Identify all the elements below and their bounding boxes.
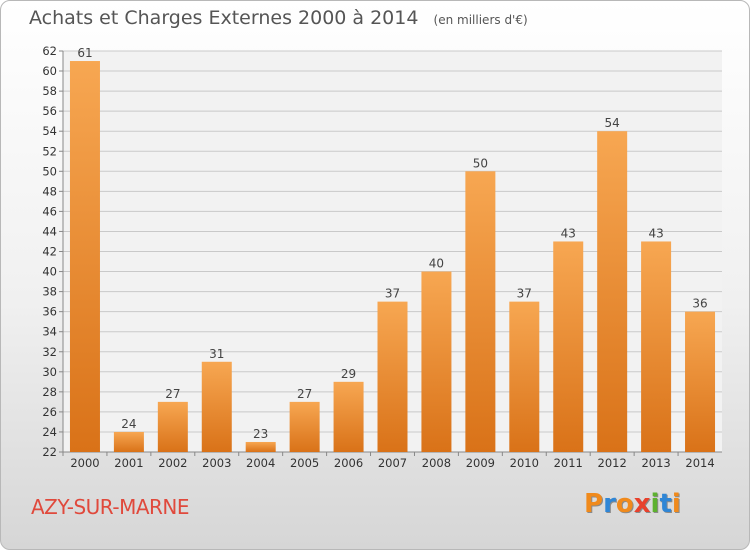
data-label-2003: 31 <box>209 347 224 361</box>
logo-letter: o <box>615 489 634 519</box>
y-tick-label: 60 <box>42 64 57 78</box>
bar-2011 <box>553 241 584 452</box>
y-tick-label: 42 <box>42 245 57 259</box>
x-tick-label-2008: 2008 <box>422 456 451 470</box>
y-tick-label: 38 <box>42 285 57 299</box>
data-label-2009: 50 <box>473 156 488 170</box>
chart-title-main: Achats et Charges Externes 2000 à 2014 <box>29 7 419 29</box>
x-tick-label-2005: 2005 <box>290 456 319 470</box>
logo-letter: i <box>671 489 681 519</box>
y-tick-label: 40 <box>42 265 57 279</box>
y-tick-label: 36 <box>42 305 57 319</box>
data-label-2012: 54 <box>605 116 620 130</box>
x-tick-label-2003: 2003 <box>202 456 231 470</box>
y-tick-label: 50 <box>42 164 57 178</box>
data-label-2001: 24 <box>121 417 136 431</box>
y-tick-label: 28 <box>42 385 57 399</box>
y-tick-label: 58 <box>42 84 57 98</box>
bar-2012 <box>597 131 628 452</box>
x-tick-label-2010: 2010 <box>510 456 539 470</box>
x-tick-label-2007: 2007 <box>378 456 407 470</box>
y-tick-label: 56 <box>42 104 57 118</box>
bar-2005 <box>289 401 320 452</box>
logo-letter: P <box>584 489 604 519</box>
y-tick-label: 54 <box>42 124 57 138</box>
x-tick-label-2011: 2011 <box>554 456 583 470</box>
bar-2008 <box>421 271 452 452</box>
logo-letter: x <box>633 489 651 519</box>
x-tick-label-2001: 2001 <box>114 456 143 470</box>
y-tick-label: 22 <box>42 445 57 459</box>
x-tick-label-2009: 2009 <box>466 456 495 470</box>
data-label-2011: 43 <box>561 226 576 240</box>
y-tick-label: 44 <box>42 224 57 238</box>
data-label-2013: 43 <box>648 226 663 240</box>
y-tick-label: 48 <box>42 184 57 198</box>
y-tick-label: 32 <box>42 345 57 359</box>
bar-2007 <box>377 301 408 452</box>
data-label-2007: 37 <box>385 287 400 301</box>
logo-letter: r <box>603 489 616 519</box>
logo-letter: i <box>650 489 660 519</box>
chart-title: Achats et Charges Externes 2000 à 2014 (… <box>29 7 528 29</box>
x-tick-label-2000: 2000 <box>70 456 99 470</box>
data-label-2005: 27 <box>297 387 312 401</box>
x-tick-label-2006: 2006 <box>334 456 363 470</box>
y-tick-label: 34 <box>42 325 57 339</box>
y-tick-label: 62 <box>42 44 57 58</box>
bar-2002 <box>157 401 188 452</box>
data-label-2010: 37 <box>517 287 532 301</box>
y-tick-label: 46 <box>42 204 57 218</box>
x-tick-label-2013: 2013 <box>641 456 670 470</box>
data-label-2006: 29 <box>341 367 356 381</box>
bar-2000 <box>69 61 100 453</box>
bar-2004 <box>245 441 276 452</box>
x-tick-label-2012: 2012 <box>598 456 627 470</box>
y-tick-label: 24 <box>42 425 57 439</box>
place-name: AZY-SUR-MARNE <box>31 495 190 519</box>
bar-2006 <box>333 381 364 452</box>
y-tick-label: 26 <box>42 405 57 419</box>
data-label-2000: 61 <box>77 46 92 60</box>
x-tick-label-2004: 2004 <box>246 456 275 470</box>
data-label-2008: 40 <box>429 257 444 271</box>
x-tick-label-2014: 2014 <box>685 456 714 470</box>
logo-letter: t <box>659 489 672 519</box>
bar-2014 <box>685 311 716 452</box>
data-label-2004: 23 <box>253 427 268 441</box>
bar-2009 <box>465 171 496 453</box>
y-tick-label: 52 <box>42 144 57 158</box>
y-tick-label: 30 <box>42 365 57 379</box>
bar-2003 <box>201 361 232 452</box>
bar-2001 <box>113 431 144 452</box>
x-tick-label-2002: 2002 <box>158 456 187 470</box>
data-label-2002: 27 <box>165 387 180 401</box>
bar-2013 <box>641 241 672 452</box>
data-label-2014: 36 <box>692 297 707 311</box>
bar-2010 <box>509 301 540 452</box>
chart-title-unit: (en milliers d'€) <box>433 13 528 27</box>
proxiti-logo: Proxiti <box>584 489 681 519</box>
